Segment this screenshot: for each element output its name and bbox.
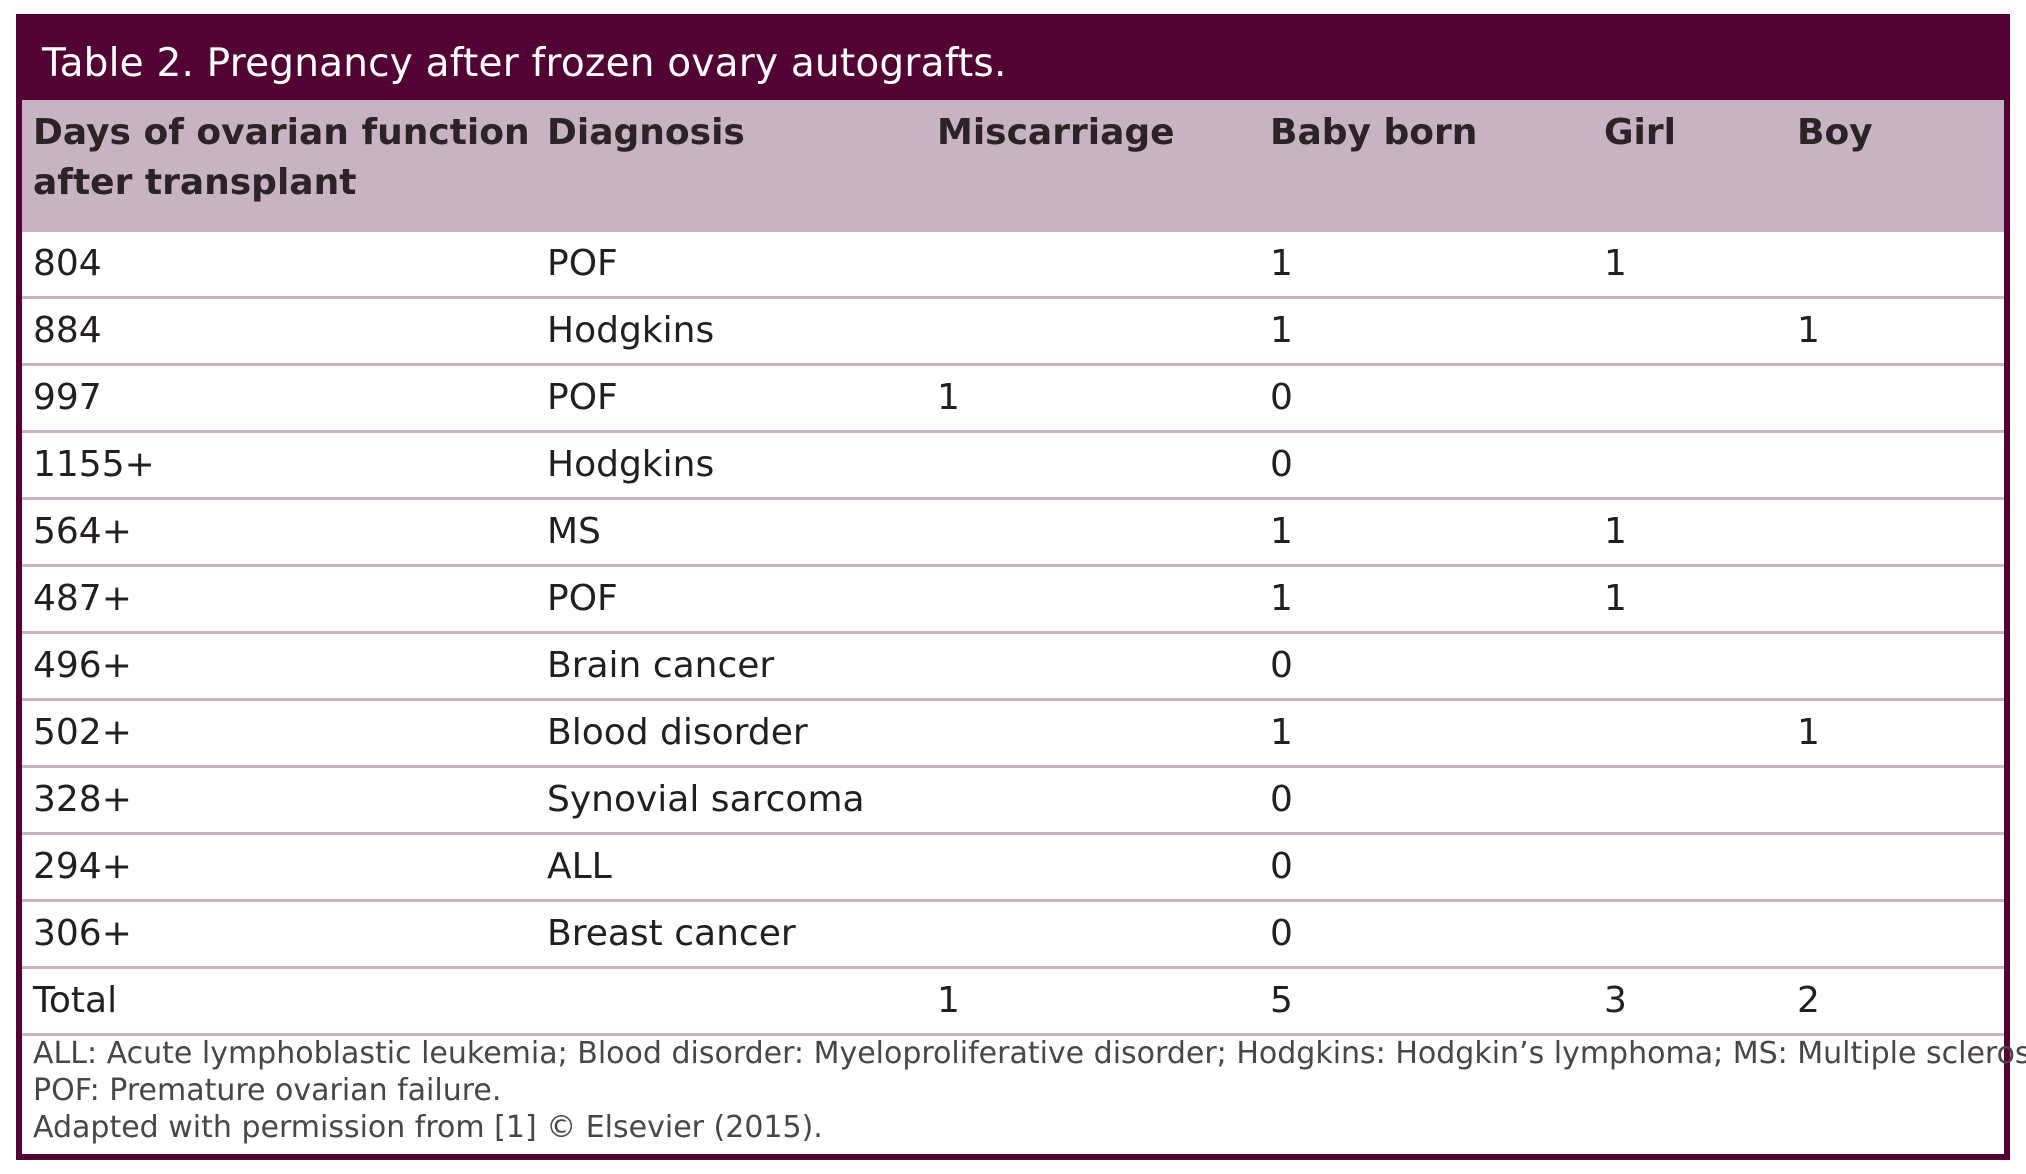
cell-diagnosis: MS — [547, 511, 601, 552]
cell-miscarriage: 1 — [937, 377, 960, 418]
cell-total-girl: 3 — [1604, 980, 1627, 1021]
footnote-abbreviations-line1: ALL: Acute lymphoblastic leukemia; Blood… — [33, 1036, 2026, 1071]
cell-diagnosis: Hodgkins — [547, 310, 715, 351]
cell-baby-born: 1 — [1270, 578, 1293, 619]
cell-total-boy: 2 — [1797, 980, 1820, 1021]
cell-girl: 1 — [1604, 578, 1627, 619]
table-body: Days of ovarian function after transplan… — [22, 100, 2026, 1154]
cell-days: 502+ — [33, 712, 132, 753]
cell-days: 306+ — [33, 913, 132, 954]
cell-total-label: Total — [33, 980, 118, 1021]
cell-diagnosis: Synovial sarcoma — [547, 779, 865, 820]
footnote-abbreviations-line2: POF: Premature ovarian failure. — [33, 1073, 502, 1108]
header-days: Days of ovarian function after transplan… — [33, 108, 530, 208]
table-rows: 804 POF 1 1 884 Hodgkins 1 1 997 POF 1 0 — [22, 232, 2004, 1036]
table-row: 1155+ Hodgkins 0 — [22, 433, 2004, 500]
table-row: 884 Hodgkins 1 1 — [22, 299, 2004, 366]
cell-diagnosis: Blood disorder — [547, 712, 808, 753]
table-title: Table 2. Pregnancy after frozen ovary au… — [42, 41, 1007, 86]
cell-diagnosis: Hodgkins — [547, 444, 715, 485]
cell-diagnosis: POF — [547, 377, 618, 418]
cell-days: 294+ — [33, 846, 132, 887]
header-diagnosis: Diagnosis — [547, 112, 745, 153]
cell-days: 564+ — [33, 511, 132, 552]
header-days-line1: Days of ovarian function — [33, 112, 530, 153]
table-row: 496+ Brain cancer 0 — [22, 634, 2004, 701]
cell-girl: 1 — [1604, 511, 1627, 552]
cell-total-miscarriage: 1 — [937, 980, 960, 1021]
table-row: 997 POF 1 0 — [22, 366, 2004, 433]
table-row: 487+ POF 1 1 — [22, 567, 2004, 634]
header-days-line2: after transplant — [33, 162, 357, 203]
table-row: 804 POF 1 1 — [22, 232, 2004, 299]
header-girl: Girl — [1604, 112, 1676, 153]
cell-days: 487+ — [33, 578, 132, 619]
cell-baby-born: 1 — [1270, 310, 1293, 351]
header-baby-born: Baby born — [1270, 112, 1478, 153]
cell-days: 997 — [33, 377, 102, 418]
cell-baby-born: 1 — [1270, 243, 1293, 284]
table-frame: Table 2. Pregnancy after frozen ovary au… — [16, 14, 2026, 1160]
header-miscarriage: Miscarriage — [937, 112, 1175, 153]
table-row: 564+ MS 1 1 — [22, 500, 2004, 567]
cell-baby-born: 0 — [1270, 913, 1293, 954]
cell-girl: 1 — [1604, 243, 1627, 284]
cell-diagnosis: Breast cancer — [547, 913, 796, 954]
footnote-source: Adapted with permission from [1] © Elsev… — [33, 1110, 823, 1145]
table-row: 502+ Blood disorder 1 1 — [22, 701, 2004, 768]
header-boy: Boy — [1797, 112, 1873, 153]
cell-baby-born: 1 — [1270, 712, 1293, 753]
cell-diagnosis: POF — [547, 578, 618, 619]
cell-baby-born: 0 — [1270, 846, 1293, 887]
table-row: 328+ Synovial sarcoma 0 — [22, 768, 2004, 835]
table-header-row: Days of ovarian function after transplan… — [22, 100, 2004, 232]
cell-days: 884 — [33, 310, 102, 351]
cell-total-baby-born: 5 — [1270, 980, 1293, 1021]
cell-days: 1155+ — [33, 444, 155, 485]
cell-days: 804 — [33, 243, 102, 284]
table-total-row: Total 1 5 3 2 — [22, 969, 2004, 1036]
cell-baby-born: 0 — [1270, 645, 1293, 686]
cell-boy: 1 — [1797, 712, 1820, 753]
cell-baby-born: 0 — [1270, 377, 1293, 418]
cell-days: 328+ — [33, 779, 132, 820]
cell-diagnosis: ALL — [547, 846, 612, 887]
cell-baby-born: 0 — [1270, 779, 1293, 820]
cell-boy: 1 — [1797, 310, 1820, 351]
table-footnote: ALL: Acute lymphoblastic leukemia; Blood… — [33, 1035, 2026, 1146]
cell-diagnosis: POF — [547, 243, 618, 284]
cell-baby-born: 0 — [1270, 444, 1293, 485]
table-row: 306+ Breast cancer 0 — [22, 902, 2004, 969]
cell-days: 496+ — [33, 645, 132, 686]
cell-diagnosis: Brain cancer — [547, 645, 775, 686]
cell-baby-born: 1 — [1270, 511, 1293, 552]
table-row: 294+ ALL 0 — [22, 835, 2004, 902]
